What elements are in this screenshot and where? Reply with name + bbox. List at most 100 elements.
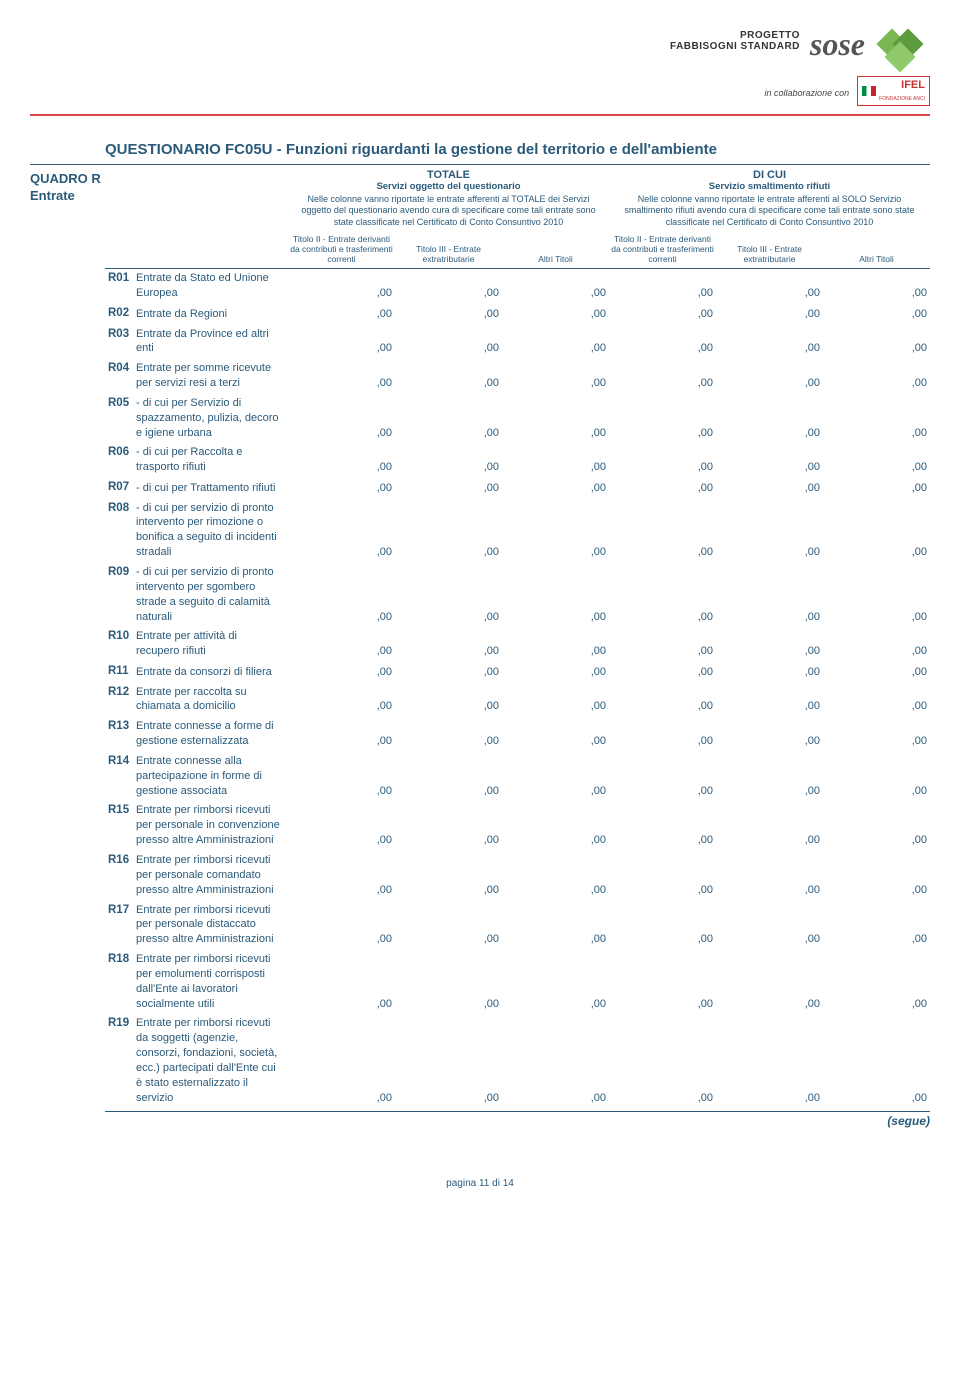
cell-value: ,00 (502, 478, 609, 499)
cell-value: ,00 (395, 269, 502, 304)
cell-value: ,00 (609, 627, 716, 662)
cell-value: ,00 (609, 801, 716, 851)
quadro-name: Entrate (30, 188, 105, 205)
row-code: R06 (105, 443, 133, 478)
row-code: R01 (105, 269, 133, 304)
row-desc: - di cui per Servizio di spazzamento, pu… (133, 394, 288, 444)
row-code: R17 (105, 901, 133, 951)
row-code: R09 (105, 563, 133, 627)
cell-value: ,00 (395, 443, 502, 478)
table-row: R04Entrate per somme ricevute per serviz… (105, 359, 930, 394)
row-desc: Entrate da Stato ed Unione Europea (133, 269, 288, 304)
cell-value: ,00 (823, 394, 930, 444)
row-code: R02 (105, 304, 133, 325)
row-desc: Entrate da consorzi di filiera (133, 662, 288, 683)
row-code: R12 (105, 683, 133, 718)
table-row: R03Entrate da Province ed altri enti,00,… (105, 325, 930, 360)
cell-value: ,00 (395, 627, 502, 662)
cell-value: ,00 (716, 627, 823, 662)
cell-value: ,00 (609, 717, 716, 752)
quadro-label: QUADRO R Entrate (30, 165, 105, 205)
row-desc: Entrate per raccolta su chiamata a domic… (133, 683, 288, 718)
cell-value: ,00 (502, 325, 609, 360)
progetto-line2: FABBISOGNI STANDARD (670, 41, 800, 52)
cell-value: ,00 (288, 752, 395, 802)
table-row: R18Entrate per rimborsi ricevuti per emo… (105, 950, 930, 1014)
cell-value: ,00 (502, 752, 609, 802)
cell-value: ,00 (716, 662, 823, 683)
progetto-line1: PROGETTO (670, 30, 800, 41)
cell-value: ,00 (823, 443, 930, 478)
table-row: R05- di cui per Servizio di spazzamento,… (105, 394, 930, 444)
segue-label: (segue) (105, 1114, 930, 1128)
cell-value: ,00 (716, 359, 823, 394)
cell-value: ,00 (823, 269, 930, 304)
totale-title: TOTALE (292, 169, 605, 181)
cell-value: ,00 (288, 950, 395, 1014)
row-desc: Entrate per attività di recupero rifiuti (133, 627, 288, 662)
cell-value: ,00 (716, 950, 823, 1014)
collab-row: in collaborazione con IFEL FONDAZIONE AN… (30, 76, 930, 106)
cell-value: ,00 (823, 478, 930, 499)
cell-value: ,00 (609, 1014, 716, 1108)
cell-value: ,00 (609, 662, 716, 683)
row-code: R16 (105, 851, 133, 901)
cell-value: ,00 (609, 359, 716, 394)
cell-value: ,00 (609, 752, 716, 802)
totale-note: Nelle colonne vanno riportate le entrate… (288, 192, 609, 232)
dicui-title: DI CUI (613, 169, 926, 181)
cell-value: ,00 (823, 717, 930, 752)
cell-value: ,00 (395, 478, 502, 499)
table-row: R10Entrate per attività di recupero rifi… (105, 627, 930, 662)
cell-value: ,00 (288, 269, 395, 304)
cell-value: ,00 (502, 627, 609, 662)
cell-value: ,00 (716, 683, 823, 718)
row-code: R04 (105, 359, 133, 394)
cell-value: ,00 (609, 443, 716, 478)
cell-value: ,00 (395, 950, 502, 1014)
cell-value: ,00 (502, 950, 609, 1014)
table-row: R02Entrate da Regioni,00,00,00,00,00,00 (105, 304, 930, 325)
cell-value: ,00 (609, 478, 716, 499)
cell-value: ,00 (502, 1014, 609, 1108)
cell-value: ,00 (823, 851, 930, 901)
cell-value: ,00 (288, 717, 395, 752)
cell-value: ,00 (502, 662, 609, 683)
totale-subtitle: Servizi oggetto del questionario (292, 181, 605, 192)
ifel-logo: IFEL FONDAZIONE ANCI (857, 76, 930, 106)
header-logos: PROGETTO FABBISOGNI STANDARD sose (30, 30, 930, 70)
cell-value: ,00 (395, 683, 502, 718)
table-row: R07- di cui per Trattamento rifiuti,00,0… (105, 478, 930, 499)
row-code: R13 (105, 717, 133, 752)
cell-value: ,00 (716, 325, 823, 360)
entrate-table: TOTALE Servizi oggetto del questionario … (105, 165, 930, 1109)
cell-value: ,00 (288, 901, 395, 951)
italy-flag-icon (862, 86, 876, 96)
cell-value: ,00 (395, 901, 502, 951)
cell-value: ,00 (716, 901, 823, 951)
row-desc: - di cui per servizio di pronto interven… (133, 563, 288, 627)
dicui-subtitle: Servizio smaltimento rifiuti (613, 181, 926, 192)
cell-value: ,00 (716, 269, 823, 304)
cell-value: ,00 (502, 394, 609, 444)
dicui-note: Nelle colonne vanno riportate le entrate… (609, 192, 930, 232)
cell-value: ,00 (288, 683, 395, 718)
cell-value: ,00 (609, 901, 716, 951)
table-row: R16Entrate per rimborsi ricevuti per per… (105, 851, 930, 901)
table-row: R12Entrate per raccolta su chiamata a do… (105, 683, 930, 718)
cell-value: ,00 (395, 851, 502, 901)
cell-value: ,00 (288, 394, 395, 444)
cell-value: ,00 (395, 394, 502, 444)
cell-value: ,00 (823, 901, 930, 951)
row-desc: Entrate per rimborsi ricevuti per person… (133, 901, 288, 951)
cell-value: ,00 (502, 683, 609, 718)
row-desc: Entrate per somme ricevute per servizi r… (133, 359, 288, 394)
col-dicui-3: Altri Titoli (823, 232, 930, 269)
cell-value: ,00 (609, 499, 716, 563)
cell-value: ,00 (716, 563, 823, 627)
cell-value: ,00 (823, 950, 930, 1014)
cell-value: ,00 (288, 478, 395, 499)
table-row: R14Entrate connesse alla partecipazione … (105, 752, 930, 802)
cell-value: ,00 (823, 359, 930, 394)
table-row: R06- di cui per Raccolta e trasporto rif… (105, 443, 930, 478)
